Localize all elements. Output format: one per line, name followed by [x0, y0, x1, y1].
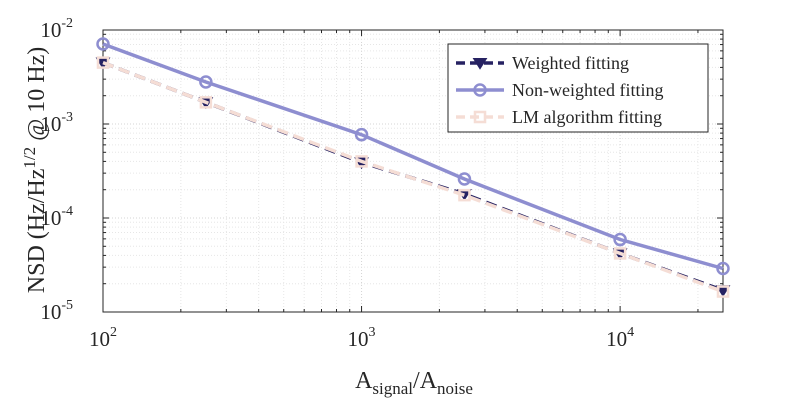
- y-tick-label: 10-4: [40, 204, 73, 230]
- data-point: [613, 247, 627, 260]
- data-point: [716, 261, 730, 276]
- data-point: [96, 56, 110, 69]
- data-point: [199, 75, 213, 89]
- legend-label: Weighted fitting: [512, 53, 629, 73]
- series-line: [102, 60, 724, 294]
- data-point: [458, 188, 471, 202]
- legend-marker: [472, 57, 488, 70]
- data-point: [355, 155, 368, 168]
- x-tick-label: 102: [89, 325, 117, 351]
- x-tick-label: 103: [348, 325, 376, 351]
- data-point: [96, 37, 110, 51]
- legend-label: Non-weighted fitting: [512, 80, 663, 100]
- y-tick-label: 10-5: [40, 298, 73, 324]
- data-point: [716, 285, 730, 298]
- legend-marker: [473, 110, 487, 124]
- y-axis-label: NSD (Hz/Hz1/2 @ 10 Hz): [20, 47, 50, 293]
- series-line: [102, 42, 724, 271]
- x-tick-label: 104: [606, 325, 634, 351]
- y-tick-label: 10-3: [40, 110, 73, 136]
- axis-ticks: [102, 29, 723, 313]
- legend: Weighted fitting Non-weighted fitting LM a…: [447, 43, 709, 133]
- series-non-weighted-fitting: [96, 37, 730, 276]
- series-lm-algorithm-fitting: [96, 56, 730, 298]
- data-point: [354, 127, 369, 142]
- plot-area: [102, 29, 724, 313]
- series-group: [95, 37, 731, 298]
- legend-label: LM algorithm fitting: [512, 107, 662, 127]
- data-point: [199, 96, 213, 109]
- data-point: [613, 232, 627, 247]
- legend-marker: [473, 83, 487, 97]
- x-axis-label: Asignal/Anoise: [355, 368, 473, 398]
- y-tick-label: 10-2: [40, 16, 73, 42]
- tick-labels: 102 103 104 10-2 10-3 10-4 10-5: [40, 16, 634, 351]
- data-point: [457, 172, 472, 186]
